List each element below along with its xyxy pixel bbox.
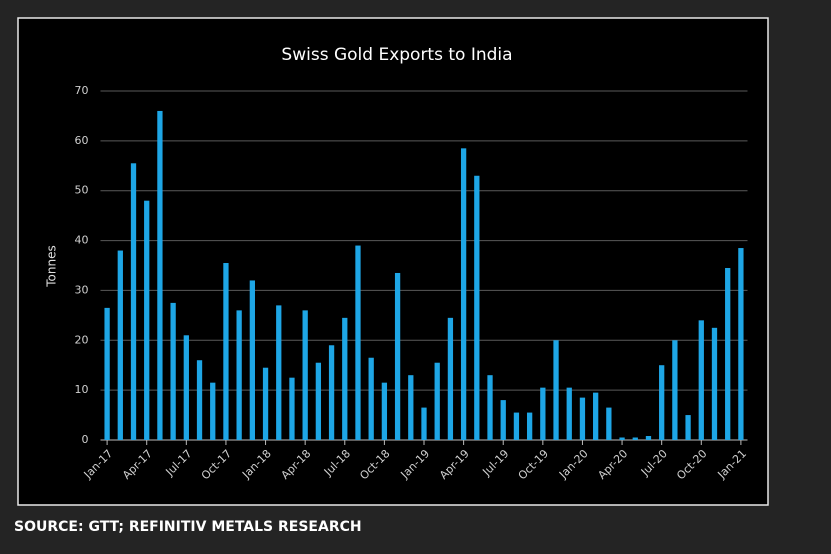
bar	[474, 175, 480, 440]
bar	[421, 407, 427, 440]
y-tick-label: 40	[75, 234, 89, 247]
y-tick-label: 70	[75, 84, 89, 97]
y-tick-label: 50	[75, 184, 89, 197]
bar	[183, 335, 189, 440]
y-axis-label: Tonnes	[45, 245, 59, 287]
chart-title: Swiss Gold Exports to India	[281, 45, 512, 65]
bar	[460, 148, 467, 441]
bar	[302, 310, 308, 440]
bar	[659, 365, 665, 440]
bar	[553, 340, 559, 440]
bar	[408, 375, 414, 440]
bar	[725, 267, 731, 440]
y-tick-label: 30	[75, 283, 89, 296]
bar	[117, 250, 123, 440]
bar	[487, 375, 493, 440]
bar	[526, 412, 533, 440]
bar	[579, 397, 586, 440]
bar	[434, 362, 440, 440]
bar	[157, 110, 163, 440]
bar	[566, 387, 572, 440]
bar	[632, 437, 638, 440]
bar	[249, 280, 255, 440]
bar	[381, 382, 388, 440]
source-note: SOURCE: GTT; REFINITIV METALS RESEARCH	[14, 519, 362, 535]
bar	[130, 163, 137, 441]
bar	[236, 310, 242, 440]
bar	[355, 245, 361, 440]
bar	[672, 340, 678, 440]
bar	[685, 415, 691, 440]
bar	[196, 360, 203, 440]
bar	[210, 382, 216, 440]
y-tick-label: 60	[75, 134, 89, 147]
bar	[513, 412, 520, 440]
bar	[447, 317, 454, 440]
chart-panel	[17, 17, 769, 506]
bar	[342, 317, 348, 440]
y-tick-label: 10	[75, 383, 89, 396]
bar	[394, 272, 401, 440]
y-tick-label: 0	[82, 433, 89, 446]
bar	[144, 200, 150, 440]
bar	[104, 307, 110, 440]
bar	[698, 320, 704, 440]
bar	[276, 305, 282, 440]
y-tick-label: 20	[75, 333, 89, 346]
bar	[170, 302, 176, 440]
bar	[500, 400, 506, 440]
bar	[223, 263, 229, 440]
bar	[606, 407, 612, 440]
bar	[738, 248, 744, 440]
bar	[711, 327, 718, 440]
bar	[540, 387, 546, 440]
bar	[289, 377, 295, 440]
bar	[368, 357, 374, 440]
bar	[315, 362, 322, 440]
bar	[619, 437, 625, 440]
bar	[593, 392, 599, 440]
bar	[262, 367, 269, 440]
bar	[328, 345, 335, 440]
bar	[645, 436, 652, 440]
